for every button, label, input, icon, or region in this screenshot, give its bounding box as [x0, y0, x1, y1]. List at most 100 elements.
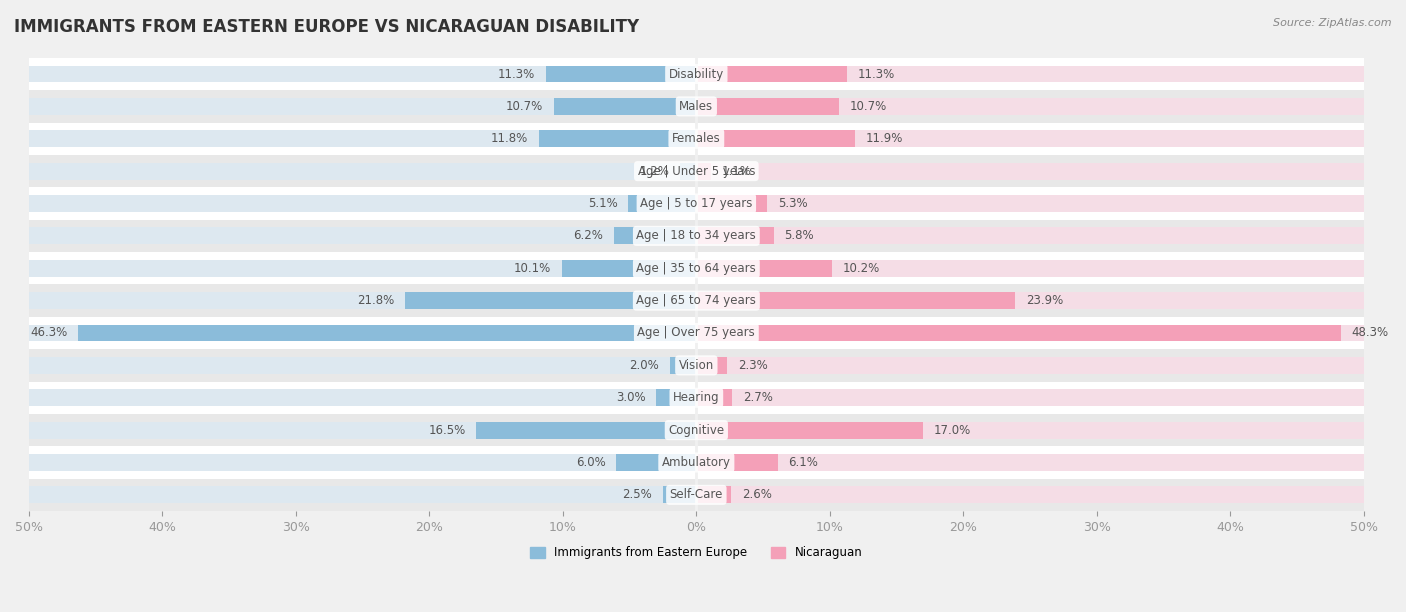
Bar: [696, 324, 1364, 341]
Bar: [30, 317, 1364, 349]
Text: 6.1%: 6.1%: [789, 456, 818, 469]
Bar: [30, 187, 1364, 220]
Legend: Immigrants from Eastern Europe, Nicaraguan: Immigrants from Eastern Europe, Nicaragu…: [526, 542, 868, 564]
Bar: [30, 65, 696, 83]
Text: Vision: Vision: [679, 359, 714, 372]
Text: 10.7%: 10.7%: [849, 100, 887, 113]
Text: 5.1%: 5.1%: [588, 197, 617, 210]
Bar: [616, 454, 696, 471]
Bar: [696, 65, 1364, 83]
Text: 16.5%: 16.5%: [429, 424, 465, 436]
Text: 10.1%: 10.1%: [513, 262, 551, 275]
Text: IMMIGRANTS FROM EASTERN EUROPE VS NICARAGUAN DISABILITY: IMMIGRANTS FROM EASTERN EUROPE VS NICARA…: [14, 18, 640, 36]
Bar: [696, 260, 832, 277]
Bar: [477, 422, 696, 439]
Text: 11.3%: 11.3%: [498, 67, 534, 81]
Bar: [696, 389, 1364, 406]
Text: 2.5%: 2.5%: [623, 488, 652, 501]
Text: 2.6%: 2.6%: [742, 488, 772, 501]
Bar: [30, 163, 696, 179]
Bar: [30, 292, 696, 309]
Bar: [561, 260, 696, 277]
Text: 2.3%: 2.3%: [738, 359, 768, 372]
Bar: [696, 195, 1364, 212]
Bar: [696, 422, 924, 439]
Bar: [30, 285, 1364, 317]
Text: 1.2%: 1.2%: [640, 165, 669, 177]
Text: 11.3%: 11.3%: [858, 67, 896, 81]
Bar: [669, 357, 696, 374]
Bar: [405, 292, 696, 309]
Bar: [696, 228, 1364, 244]
Text: Source: ZipAtlas.com: Source: ZipAtlas.com: [1274, 18, 1392, 28]
Bar: [696, 422, 1364, 439]
Bar: [696, 454, 778, 471]
Bar: [30, 414, 1364, 446]
Bar: [696, 454, 1364, 471]
Bar: [30, 357, 696, 374]
Bar: [30, 98, 696, 115]
Text: Cognitive: Cognitive: [668, 424, 724, 436]
Text: 2.7%: 2.7%: [742, 391, 773, 405]
Bar: [30, 487, 696, 503]
Bar: [30, 422, 696, 439]
Text: 11.8%: 11.8%: [491, 132, 529, 145]
Text: Age | 35 to 64 years: Age | 35 to 64 years: [637, 262, 756, 275]
Bar: [696, 98, 839, 115]
Bar: [30, 381, 1364, 414]
Text: 5.3%: 5.3%: [778, 197, 807, 210]
Text: 10.7%: 10.7%: [506, 100, 543, 113]
Bar: [696, 260, 1364, 277]
Text: 5.8%: 5.8%: [785, 230, 814, 242]
Bar: [30, 228, 696, 244]
Bar: [30, 90, 1364, 122]
Bar: [696, 98, 1364, 115]
Bar: [696, 292, 1015, 309]
Text: Hearing: Hearing: [673, 391, 720, 405]
Bar: [554, 98, 696, 115]
Text: 6.2%: 6.2%: [574, 230, 603, 242]
Bar: [30, 155, 1364, 187]
Bar: [30, 389, 696, 406]
Text: 17.0%: 17.0%: [934, 424, 972, 436]
Bar: [696, 324, 1341, 341]
Bar: [681, 163, 696, 179]
Bar: [30, 454, 696, 471]
Bar: [696, 487, 1364, 503]
Bar: [613, 228, 696, 244]
Bar: [30, 446, 1364, 479]
Bar: [696, 163, 711, 179]
Text: Males: Males: [679, 100, 713, 113]
Bar: [30, 195, 696, 212]
Text: Ambulatory: Ambulatory: [662, 456, 731, 469]
Bar: [657, 389, 696, 406]
Bar: [696, 487, 731, 503]
Text: Age | Under 5 years: Age | Under 5 years: [637, 165, 755, 177]
Bar: [30, 252, 1364, 285]
Bar: [30, 122, 1364, 155]
Bar: [696, 130, 855, 147]
Text: 3.0%: 3.0%: [616, 391, 645, 405]
Text: 48.3%: 48.3%: [1351, 326, 1389, 340]
Bar: [696, 357, 1364, 374]
Bar: [30, 260, 696, 277]
Bar: [546, 65, 696, 83]
Bar: [696, 65, 848, 83]
Bar: [30, 324, 696, 341]
Bar: [696, 292, 1364, 309]
Text: 11.9%: 11.9%: [866, 132, 903, 145]
Bar: [30, 349, 1364, 381]
Bar: [30, 58, 1364, 90]
Bar: [538, 130, 696, 147]
Text: 10.2%: 10.2%: [844, 262, 880, 275]
Text: Disability: Disability: [669, 67, 724, 81]
Text: 21.8%: 21.8%: [357, 294, 395, 307]
Bar: [30, 479, 1364, 511]
Text: Females: Females: [672, 132, 721, 145]
Text: Self-Care: Self-Care: [669, 488, 723, 501]
Text: 23.9%: 23.9%: [1026, 294, 1063, 307]
Bar: [30, 130, 696, 147]
Text: Age | 65 to 74 years: Age | 65 to 74 years: [637, 294, 756, 307]
Bar: [696, 357, 727, 374]
Text: 1.1%: 1.1%: [721, 165, 752, 177]
